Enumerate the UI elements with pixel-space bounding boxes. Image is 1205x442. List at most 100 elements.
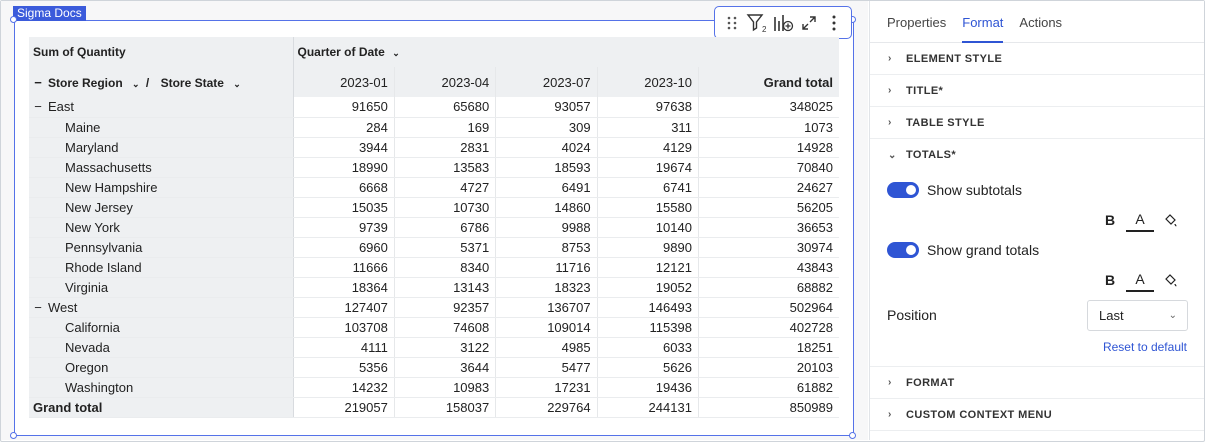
state-row[interactable]: Massachusetts 18990 13583 18593 19674 70840 — [29, 157, 839, 178]
column-header[interactable]: 2023-04 — [394, 67, 497, 97]
row-total-cell[interactable]: 850989 — [698, 397, 839, 418]
value-cell[interactable]: 13143 — [394, 277, 497, 298]
row-total-cell[interactable]: 402728 — [698, 317, 839, 338]
row-total-cell[interactable]: 56205 — [698, 197, 839, 218]
value-cell[interactable]: 8340 — [394, 257, 497, 278]
value-cell[interactable]: 10140 — [597, 217, 699, 238]
row-label-cell[interactable]: − East — [29, 97, 294, 118]
bold-button[interactable]: B — [1104, 212, 1116, 228]
region-row[interactable]: − East 91650 65680 93057 97638 348025 — [29, 97, 839, 118]
grand-total-column-header[interactable]: Grand total — [698, 67, 839, 97]
value-cell[interactable]: 14860 — [495, 197, 598, 218]
value-cell[interactable]: 15035 — [293, 197, 395, 218]
value-cell[interactable]: 19674 — [597, 157, 699, 178]
row-label-cell[interactable]: Virginia — [29, 277, 294, 298]
resize-handle[interactable] — [10, 16, 17, 23]
value-cell[interactable]: 11666 — [293, 257, 395, 278]
value-cell[interactable]: 169 — [394, 117, 497, 138]
more-options-icon[interactable] — [822, 11, 846, 35]
show-subtotals-toggle[interactable] — [887, 182, 919, 198]
value-cell[interactable]: 18593 — [495, 157, 598, 178]
measure-header[interactable]: Sum of Quantity — [29, 37, 294, 67]
row-label-cell[interactable]: Oregon — [29, 357, 294, 378]
value-cell[interactable]: 309 — [495, 117, 598, 138]
state-row[interactable]: Maine 284 169 309 311 1073 — [29, 117, 839, 138]
state-row[interactable]: Nevada 4111 3122 4985 6033 18251 — [29, 337, 839, 358]
value-cell[interactable]: 136707 — [495, 297, 598, 318]
chevron-down-icon[interactable]: ⌄ — [233, 78, 241, 89]
row-total-cell[interactable]: 24627 — [698, 177, 839, 198]
row-field-store-region[interactable]: Store Region — [48, 75, 123, 90]
row-field-store-state[interactable]: Store State — [160, 75, 224, 90]
state-row[interactable]: Virginia 18364 13143 18323 19052 68882 — [29, 277, 839, 298]
bold-button[interactable]: B — [1104, 272, 1116, 288]
row-label-cell[interactable]: New York — [29, 217, 294, 238]
value-cell[interactable]: 6668 — [293, 177, 395, 198]
state-row[interactable]: Washington 14232 10983 17231 19436 61882 — [29, 377, 839, 398]
region-row[interactable]: − West 127407 92357 136707 146493 502964 — [29, 297, 839, 318]
value-cell[interactable]: 3122 — [394, 337, 497, 358]
value-cell[interactable]: 9890 — [597, 237, 699, 258]
value-cell[interactable]: 19052 — [597, 277, 699, 298]
value-cell[interactable]: 91650 — [293, 97, 395, 118]
position-select[interactable]: Last ⌄ — [1087, 299, 1188, 331]
value-cell[interactable]: 65680 — [394, 97, 497, 118]
value-cell[interactable]: 15580 — [597, 197, 699, 218]
tab-actions[interactable]: Actions — [1019, 14, 1063, 30]
row-total-cell[interactable]: 18251 — [698, 337, 839, 358]
value-cell[interactable]: 5626 — [597, 357, 699, 378]
value-cell[interactable]: 4024 — [495, 137, 598, 158]
row-label-cell[interactable]: Maryland — [29, 137, 294, 158]
column-header[interactable]: 2023-01 — [293, 67, 395, 97]
value-cell[interactable]: 18364 — [293, 277, 395, 298]
reset-to-default-link[interactable]: Reset to default — [1102, 340, 1187, 354]
collapse-all-icon[interactable]: − — [34, 74, 42, 90]
value-cell[interactable]: 6033 — [597, 337, 699, 358]
value-cell[interactable]: 284 — [293, 117, 395, 138]
value-cell[interactable]: 8753 — [495, 237, 598, 258]
value-cell[interactable]: 158037 — [394, 397, 497, 418]
row-total-cell[interactable]: 20103 — [698, 357, 839, 378]
value-cell[interactable]: 9988 — [495, 217, 598, 238]
value-cell[interactable]: 74608 — [394, 317, 497, 338]
value-cell[interactable]: 103708 — [293, 317, 395, 338]
row-label-cell[interactable]: California — [29, 317, 294, 338]
value-cell[interactable]: 229764 — [495, 397, 598, 418]
row-total-cell[interactable]: 1073 — [698, 117, 839, 138]
value-cell[interactable]: 11716 — [495, 257, 598, 278]
collapse-icon[interactable]: − — [34, 299, 42, 315]
row-label-cell[interactable]: New Jersey — [29, 197, 294, 218]
value-cell[interactable]: 5477 — [495, 357, 598, 378]
state-row[interactable]: Maryland 3944 2831 4024 4129 14928 — [29, 137, 839, 158]
value-cell[interactable]: 6491 — [495, 177, 598, 198]
value-cell[interactable]: 109014 — [495, 317, 598, 338]
value-cell[interactable]: 5371 — [394, 237, 497, 258]
chevron-down-icon[interactable]: ⌄ — [392, 48, 400, 58]
section-title[interactable]: › TITLE* — [870, 75, 1204, 107]
add-chart-icon[interactable] — [771, 11, 795, 35]
drag-handle-icon[interactable] — [720, 11, 744, 35]
value-cell[interactable]: 127407 — [293, 297, 395, 318]
filter-icon[interactable]: 2 — [745, 11, 769, 35]
value-cell[interactable]: 219057 — [293, 397, 395, 418]
section-custom-context-menu[interactable]: › CUSTOM CONTEXT MENU — [870, 399, 1204, 431]
row-label-cell[interactable]: Rhode Island — [29, 257, 294, 278]
row-label-cell[interactable]: Pennsylvania — [29, 237, 294, 258]
state-row[interactable]: Rhode Island 11666 8340 11716 12121 43843 — [29, 257, 839, 278]
row-label-cell[interactable]: Massachusetts — [29, 157, 294, 178]
row-total-cell[interactable]: 30974 — [698, 237, 839, 258]
row-label-cell[interactable]: New Hampshire — [29, 177, 294, 198]
value-cell[interactable]: 10983 — [394, 377, 497, 398]
value-cell[interactable]: 115398 — [597, 317, 699, 338]
value-cell[interactable]: 5356 — [293, 357, 395, 378]
section-table-style[interactable]: › TABLE STYLE — [870, 107, 1204, 139]
row-label-cell[interactable]: Grand total — [29, 397, 294, 418]
value-cell[interactable]: 18990 — [293, 157, 395, 178]
row-total-cell[interactable]: 36653 — [698, 217, 839, 238]
section-element-style[interactable]: › ELEMENT STYLE — [870, 43, 1204, 75]
resize-handle[interactable] — [849, 432, 856, 439]
row-label-cell[interactable]: − West — [29, 297, 294, 318]
row-label-cell[interactable]: Washington — [29, 377, 294, 398]
fill-color-icon[interactable] — [1156, 208, 1184, 232]
value-cell[interactable]: 6786 — [394, 217, 497, 238]
